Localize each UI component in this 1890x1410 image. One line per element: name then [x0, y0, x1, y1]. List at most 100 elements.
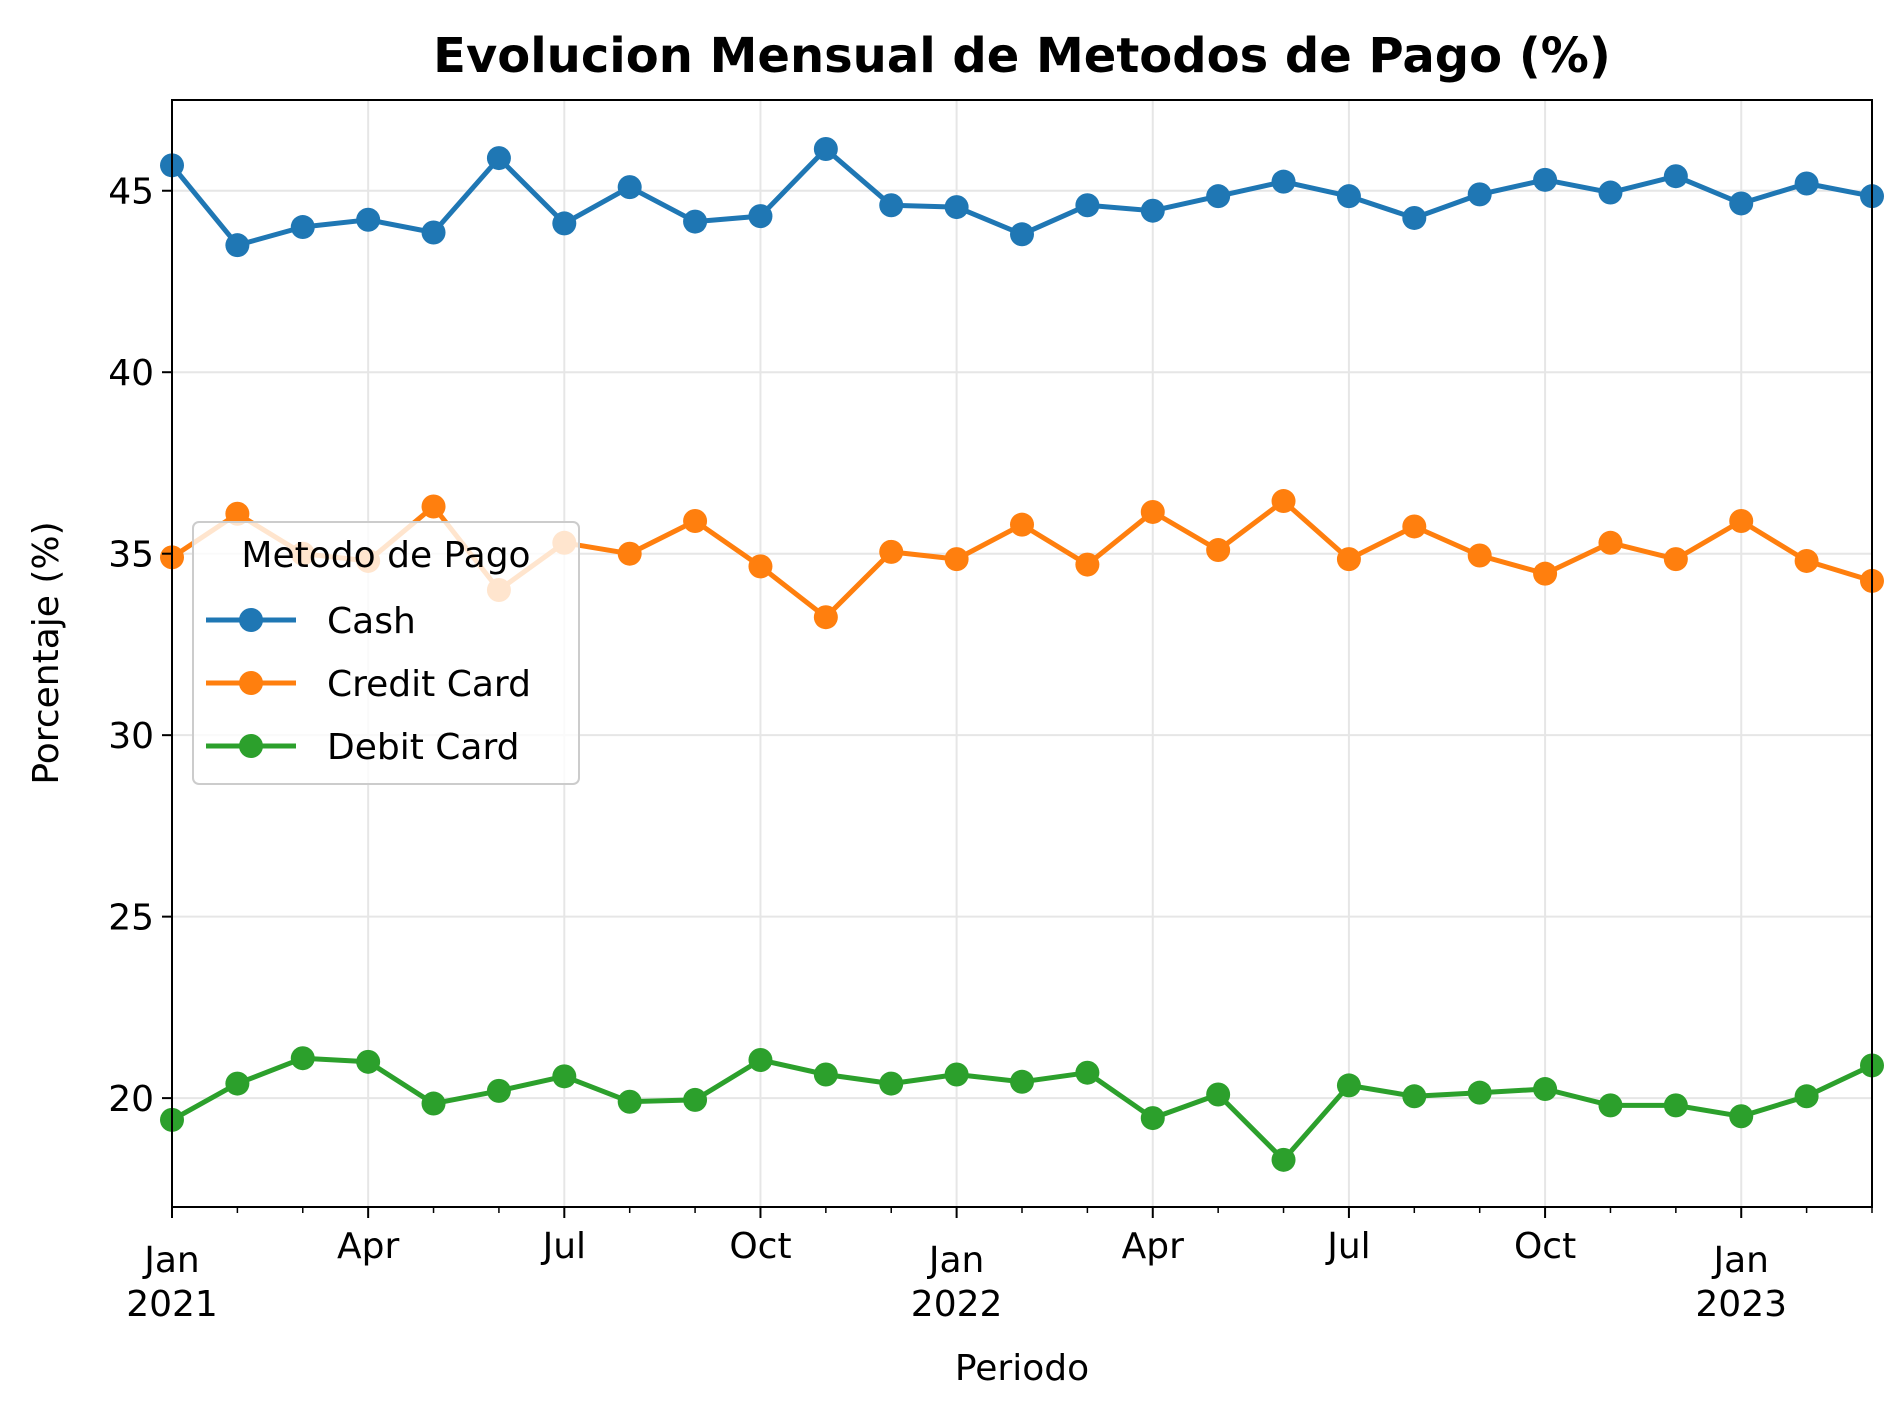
data-point — [1336, 1073, 1361, 1098]
data-point — [1794, 1084, 1819, 1109]
x-axis-label: Periodo — [955, 1348, 1089, 1389]
data-point — [879, 539, 904, 564]
x-tick-year-label: 2021 — [126, 1284, 218, 1325]
data-point — [1271, 1147, 1296, 1172]
y-tick-label: 40 — [108, 353, 154, 394]
x-tick-year-label: 2023 — [1695, 1284, 1787, 1325]
y-tick-label: 30 — [108, 716, 154, 757]
x-tick-label: Jan — [927, 1240, 985, 1281]
data-point — [552, 211, 577, 236]
data-point — [1336, 184, 1361, 209]
data-point — [356, 207, 381, 232]
x-tick-year-label: 2022 — [911, 1284, 1003, 1325]
data-point — [1140, 198, 1165, 223]
data-point — [225, 233, 250, 258]
data-point — [1663, 164, 1688, 189]
data-point — [879, 1071, 904, 1096]
data-point — [1010, 1069, 1034, 1094]
y-tick-label: 25 — [108, 898, 154, 939]
data-point — [1533, 1077, 1558, 1102]
data-point — [1467, 182, 1492, 207]
data-point — [617, 541, 642, 566]
x-tick-label: Apr — [1122, 1226, 1184, 1267]
data-point — [1598, 1093, 1623, 1118]
data-point — [748, 204, 773, 229]
data-point — [225, 1071, 250, 1096]
data-point — [1663, 1093, 1688, 1118]
data-point — [1140, 499, 1165, 524]
chart-title: Evolucion Mensual de Metodos de Pago (%) — [433, 28, 1611, 84]
legend-marker — [239, 671, 263, 695]
data-point — [1794, 171, 1819, 196]
data-point — [1533, 167, 1558, 192]
data-point — [1206, 184, 1231, 209]
x-tick-label: Oct — [1514, 1226, 1576, 1267]
data-point — [552, 1064, 577, 1089]
y-tick-label: 35 — [108, 535, 154, 576]
data-point — [356, 1049, 381, 1074]
data-point — [1206, 538, 1231, 563]
data-point — [813, 1062, 838, 1087]
x-tick-label: Jul — [1325, 1226, 1370, 1267]
legend-label: Credit Card — [327, 664, 531, 705]
x-tick-label: Jan — [1711, 1240, 1769, 1281]
y-tick-label: 20 — [108, 1079, 154, 1120]
data-point — [1729, 1104, 1754, 1129]
legend-marker — [239, 608, 263, 632]
legend-label: Cash — [327, 601, 416, 642]
data-point — [1271, 169, 1296, 194]
y-tick-label: 45 — [108, 172, 154, 213]
data-point — [683, 509, 708, 534]
data-point — [879, 193, 904, 218]
data-point — [1075, 1060, 1100, 1085]
data-point — [1598, 180, 1623, 205]
legend: Metodo de Pago Cash Credit Card Debit Card — [192, 521, 580, 785]
x-tick-label: Jan — [142, 1240, 200, 1281]
data-point — [1271, 489, 1296, 514]
series-cash — [160, 136, 1884, 258]
legend-label: Debit Card — [327, 727, 520, 768]
data-point — [617, 1089, 642, 1114]
data-point — [1075, 552, 1100, 577]
legend-frame — [192, 521, 580, 785]
data-point — [944, 1062, 969, 1087]
data-point — [421, 1091, 446, 1116]
data-point — [813, 136, 838, 161]
data-point — [1140, 1106, 1165, 1131]
data-point — [1075, 193, 1100, 218]
x-tick-label: Jul — [541, 1226, 586, 1267]
data-point — [1402, 1084, 1427, 1109]
data-point — [1010, 222, 1034, 247]
data-point — [944, 195, 969, 220]
y-axis: 20 25 30 35 40 45 — [108, 172, 172, 1120]
data-point — [748, 1048, 773, 1073]
data-point — [1729, 509, 1754, 534]
data-point — [1010, 512, 1034, 537]
data-point — [683, 1087, 708, 1112]
data-point — [1729, 191, 1754, 216]
data-point — [1467, 543, 1492, 568]
data-point — [1336, 547, 1361, 572]
data-point — [1467, 1080, 1492, 1105]
data-point — [1598, 530, 1623, 555]
data-point — [748, 554, 773, 579]
data-point — [421, 494, 446, 519]
data-point — [1663, 547, 1688, 572]
data-point — [1794, 548, 1819, 573]
data-point — [486, 146, 511, 171]
y-axis-label: Porcentaje (%) — [26, 521, 67, 784]
data-point — [813, 605, 838, 630]
x-tick-label: Oct — [729, 1226, 791, 1267]
data-point — [1402, 514, 1427, 539]
series-debit-card — [160, 1046, 1884, 1172]
data-point — [944, 547, 969, 572]
legend-title: Metodo de Pago — [241, 535, 530, 576]
data-point — [486, 1078, 511, 1103]
data-point — [290, 1046, 315, 1071]
data-point — [1402, 205, 1427, 230]
data-point — [225, 501, 250, 526]
data-point — [1206, 1082, 1231, 1107]
x-tick-label: Apr — [337, 1226, 399, 1267]
